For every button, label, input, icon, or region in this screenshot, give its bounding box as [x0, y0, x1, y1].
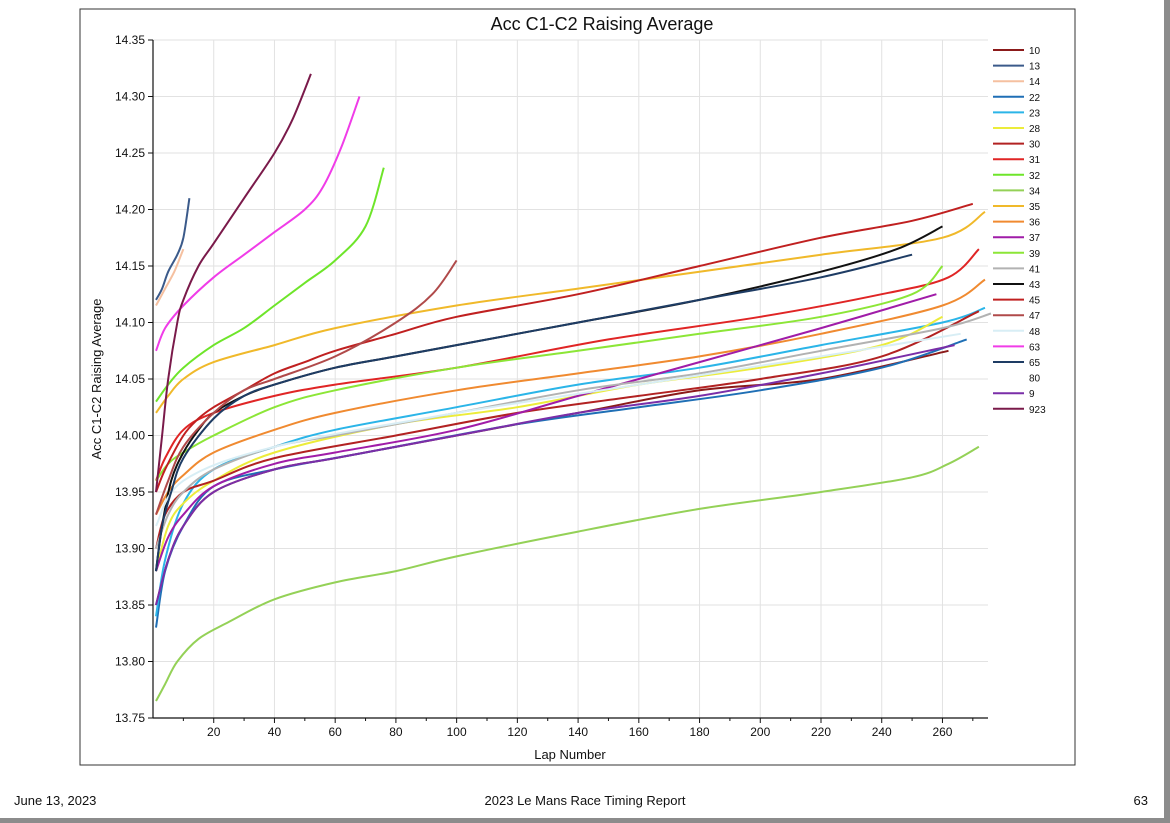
- y-tick-label: 14.20: [115, 203, 145, 217]
- legend-label: 10: [1029, 46, 1041, 57]
- series-line-37: [155, 293, 937, 572]
- legend-label: 28: [1029, 124, 1041, 135]
- series-line-45: [155, 202, 974, 493]
- series-line-65: [155, 253, 913, 572]
- chart-title: Acc C1-C2 Raising Average: [491, 14, 714, 34]
- y-tick-label: 14.35: [115, 33, 145, 47]
- y-axis-label: Acc C1-C2 Raising Average: [89, 299, 104, 460]
- footer-page-number: 63: [1133, 793, 1148, 808]
- y-tick-label: 14.05: [115, 372, 145, 386]
- series-line-48: [155, 332, 961, 527]
- legend-label: 47: [1029, 311, 1041, 322]
- grid-layer: [153, 39, 988, 719]
- series-line-923: [155, 73, 312, 493]
- x-axis-label: Lap Number: [534, 747, 606, 762]
- x-tick-label: 160: [629, 725, 649, 739]
- legend-label: 45: [1029, 296, 1041, 307]
- y-tick-label: 13.85: [115, 598, 145, 612]
- series-line-23: [155, 306, 986, 617]
- x-tick-label: 40: [268, 725, 282, 739]
- legend-label: 22: [1029, 93, 1041, 104]
- x-tick-label: 20: [207, 725, 221, 739]
- footer-report-title: 2023 Le Mans Race Timing Report: [484, 793, 686, 808]
- y-tick-label: 13.75: [115, 711, 145, 725]
- x-tick-label: 100: [447, 725, 467, 739]
- legend-label: 39: [1029, 249, 1041, 260]
- legend-label: 80: [1029, 374, 1041, 385]
- legend-label: 36: [1029, 218, 1041, 229]
- y-tick-label: 14.15: [115, 259, 145, 273]
- legend-label: 65: [1029, 358, 1041, 369]
- ticks-layer: 13.75 13.80 13.85 13.90 13.95 14.00 14.05 14.10…: [115, 33, 974, 739]
- legend-label: 31: [1029, 155, 1041, 166]
- legend-label: 63: [1029, 342, 1041, 353]
- series-line-14: [155, 248, 185, 306]
- legend-label: 41: [1029, 264, 1041, 275]
- legend-label: 32: [1029, 171, 1041, 182]
- legend-label: 923: [1029, 405, 1046, 416]
- y-tick-label: 13.95: [115, 485, 145, 499]
- legend-label: 30: [1029, 140, 1041, 151]
- x-tick-label: 60: [329, 725, 343, 739]
- x-tick-label: 180: [690, 725, 710, 739]
- y-tick-label: 14.10: [115, 316, 145, 330]
- footer-date: June 13, 2023: [14, 793, 97, 808]
- series-line-32: [155, 167, 385, 403]
- y-tick-label: 14.30: [115, 90, 145, 104]
- legend-label: 34: [1029, 186, 1041, 197]
- x-tick-label: 220: [811, 725, 831, 739]
- chart-frame: [79, 8, 1076, 766]
- series-line-36: [155, 278, 986, 516]
- legend-label: 35: [1029, 202, 1041, 213]
- series-layer: [155, 73, 992, 702]
- series-line-9: [155, 344, 955, 606]
- x-tick-label: 80: [389, 725, 403, 739]
- legend-label: 14: [1029, 77, 1041, 88]
- legend-label: 9: [1029, 389, 1035, 400]
- series-line-13: [155, 198, 191, 301]
- series-line-63: [155, 96, 361, 352]
- page-edge-shadow: [0, 818, 1170, 823]
- legend-label: 13: [1029, 62, 1041, 73]
- x-tick-label: 140: [568, 725, 588, 739]
- x-tick-label: 120: [507, 725, 527, 739]
- legend: 10 13 14 22 23 28 30 31 32 34 35 36 37 39 41 43 45 47 48 63…: [993, 46, 1046, 416]
- page-edge-shadow: [1164, 0, 1170, 823]
- y-tick-label: 13.90: [115, 542, 145, 556]
- series-line-28: [155, 315, 943, 572]
- y-tick-label: 14.00: [115, 429, 145, 443]
- series-line-47: [155, 259, 458, 515]
- legend-label: 23: [1029, 108, 1041, 119]
- y-tick-label: 14.25: [115, 146, 145, 160]
- y-tick-label: 13.80: [115, 655, 145, 669]
- x-tick-label: 240: [872, 725, 892, 739]
- legend-label: 43: [1029, 280, 1041, 291]
- legend-label: 48: [1029, 327, 1041, 338]
- x-tick-label: 200: [750, 725, 770, 739]
- series-line-35: [155, 210, 986, 414]
- x-tick-label: 260: [932, 725, 952, 739]
- series-line-34: [155, 445, 980, 702]
- legend-label: 37: [1029, 233, 1041, 244]
